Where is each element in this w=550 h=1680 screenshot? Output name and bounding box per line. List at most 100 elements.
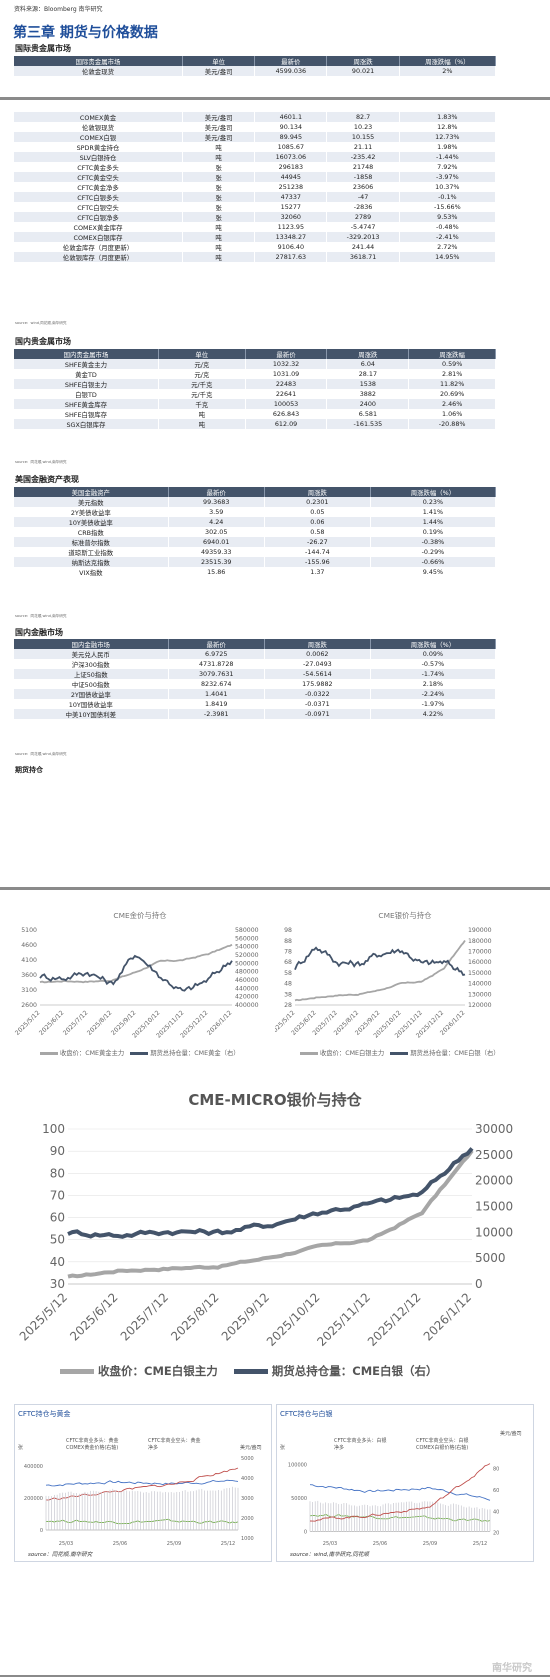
- column-header: 单位: [182, 56, 256, 66]
- table-cell: 伦敦金库存（月度更新）: [14, 242, 184, 252]
- y2-tick-label: 460000: [235, 977, 259, 984]
- table-row: CFTC白银多头张 47337 -47 -0.1%: [14, 192, 497, 202]
- table-cell: -0.48%: [399, 222, 497, 232]
- table-cell: 2.46%: [408, 399, 496, 409]
- table-cell: 美元/盎司: [182, 66, 256, 76]
- table-cell: 3618.71: [326, 252, 400, 262]
- table-row: 中美10Y国债利差 -2.3981 -0.0971 4.22%: [14, 709, 497, 719]
- legend-label: 期货总持仓量：CME黄金（右）: [150, 1050, 240, 1057]
- table-source-note: source：同花顺,wind,南华研究: [15, 752, 67, 756]
- table-cell: 2.72%: [399, 242, 497, 252]
- table-cell: -2.3981: [168, 709, 265, 719]
- x-tick-label: 2025/5/12: [14, 1009, 41, 1036]
- series-line: [309, 1513, 491, 1522]
- table-cell: CFTC白银净多: [14, 212, 184, 222]
- column-header: 周涨跌幅（%）: [370, 639, 497, 649]
- x-tick-label: 2025/7/12: [62, 1009, 89, 1036]
- table-cell: 2.18%: [370, 679, 497, 689]
- table-cell: 612.09: [245, 419, 328, 429]
- table-cell: 0.05: [264, 507, 371, 517]
- table-cell: 3079.7631: [168, 669, 265, 679]
- y2-tick-label: 0: [475, 1277, 483, 1291]
- positions-title: 期货持仓: [15, 766, 43, 774]
- column-header: 最新价: [245, 349, 328, 359]
- table-cell: 1.41%: [370, 507, 497, 517]
- x-tick-label: 25/03: [59, 1541, 73, 1547]
- table-cell: SHFE白银库存: [14, 409, 159, 419]
- section-title-intl: 国际贵金属市场: [15, 44, 71, 53]
- x-tick-label: 2025/6/12: [38, 1009, 65, 1036]
- table-cell: 伦敦金现货: [14, 66, 184, 76]
- table-cell: 3882: [326, 389, 410, 399]
- table-row: SHFE白银主力 元/千克 22483 1538 11.82%: [14, 379, 496, 389]
- table-cell: 1.4041: [168, 689, 265, 699]
- cftc-silver-panel: [276, 1404, 534, 1562]
- table-row: 10Y国债收益率 1.8419 -0.0371 -1.97%: [14, 699, 497, 709]
- table-cell: 9.53%: [399, 212, 497, 222]
- table-cell: -54.5614: [264, 669, 371, 679]
- table-cell: VIX指数: [14, 567, 169, 577]
- y-tick-label: 4600: [21, 942, 37, 949]
- chart-title-silver: CME银价与持仓: [378, 911, 432, 920]
- column-header: 周涨跌幅: [408, 349, 496, 359]
- y2-tick-label: 120000: [468, 1002, 492, 1009]
- column-header: 最新价: [254, 56, 328, 66]
- table-cell: 1.8419: [168, 699, 265, 709]
- table-cell: 沪深300指数: [14, 659, 169, 669]
- table-row: SGX白银库存吨 612.09 -161.535 -20.88%: [14, 419, 496, 429]
- legend-item: 期货总持仓量：CME黄金（右）: [130, 1048, 240, 1057]
- table-cell: -161.535: [326, 419, 410, 429]
- y2-tick-label: 520000: [235, 952, 259, 959]
- chart-title-micro: CME-MICRO银价与持仓: [188, 1091, 362, 1109]
- y-tick-label: 50: [50, 1233, 65, 1247]
- table-cell: 296183: [254, 162, 328, 172]
- table-cell: CRB指数: [14, 527, 169, 537]
- column-header: 周涨跌: [264, 639, 371, 649]
- table-cell: 1123.95: [254, 222, 328, 232]
- y2-tick-label: 580000: [235, 927, 259, 934]
- table-cell: -1.44%: [399, 152, 497, 162]
- table-cell: 21748: [326, 162, 400, 172]
- table-cell: 11.82%: [408, 379, 496, 389]
- table-row: 2Y国债收益率 1.4041 -0.0322 -2.24%: [14, 689, 497, 699]
- table-cell: 4.24: [168, 517, 265, 527]
- table-cell: 1.06%: [408, 409, 496, 419]
- chart-legend: 收盘价：CME白银主力 期货总持仓量：CME白银（右）: [60, 1363, 438, 1379]
- table-cell: -1.74%: [370, 669, 497, 679]
- table-cell: 0.58: [264, 527, 371, 537]
- table-row: COMEX黄金 美元/盎司 4601.1 82.7 1.83%: [14, 112, 497, 122]
- y-tick-label: 60: [50, 1211, 65, 1225]
- table-cell: SHFE黄金主力: [14, 359, 159, 369]
- table-cell: 6.04: [326, 359, 410, 369]
- table-header-row: 美国金融资产 最新价 周涨跌 周涨跌幅（%）: [14, 487, 497, 497]
- table-cell: 12.73%: [399, 132, 497, 142]
- legend-label: CFTC非商业空头：黄金: [148, 1438, 201, 1444]
- table-cell: -26.27: [264, 537, 371, 547]
- table-cell: 吨: [158, 419, 246, 429]
- legend-label: COMEX白银价格(右轴): [416, 1445, 469, 1451]
- column-header: 周涨跌幅（%）: [399, 56, 497, 66]
- y-tick-label: 68: [284, 959, 292, 966]
- y2-tick-label: 15000: [475, 1200, 513, 1214]
- y2-tick-label: 40: [493, 1509, 499, 1515]
- y2-tick-label: 560000: [235, 935, 259, 942]
- table-row: 伦敦金库存（月度更新）吨 9106.40 241.44 2.72%: [14, 242, 497, 252]
- table-cell: 美元兑人民币: [14, 649, 169, 659]
- watermark: 南华研究: [492, 1663, 532, 1674]
- y2-tick-label: 2000: [241, 1516, 254, 1522]
- table-row: CRB指数 302.05 0.58 0.19%: [14, 527, 497, 537]
- table-row: CFTC白银净多张 32060 2789 9.53%: [14, 212, 497, 222]
- table-cell: -1858: [326, 172, 400, 182]
- table-cell: -329.2013: [326, 232, 400, 242]
- table-cell: 4599.036: [254, 66, 328, 76]
- series-line: [45, 1467, 239, 1501]
- y2-tick-label: 30000: [475, 1122, 513, 1136]
- table-cell: COMEX黄金库存: [14, 222, 184, 232]
- table-cell: 14.95%: [399, 252, 497, 262]
- table-row: 美元指数 99.3683 0.2301 0.23%: [14, 497, 497, 507]
- table-cell: 8232.674: [168, 679, 265, 689]
- table-cell: 100053: [245, 399, 328, 409]
- x-tick-label: 25/12: [221, 1541, 235, 1547]
- section-title-cn-fin: 国内金融市场: [15, 628, 63, 637]
- table-cell: 49359.33: [168, 547, 265, 557]
